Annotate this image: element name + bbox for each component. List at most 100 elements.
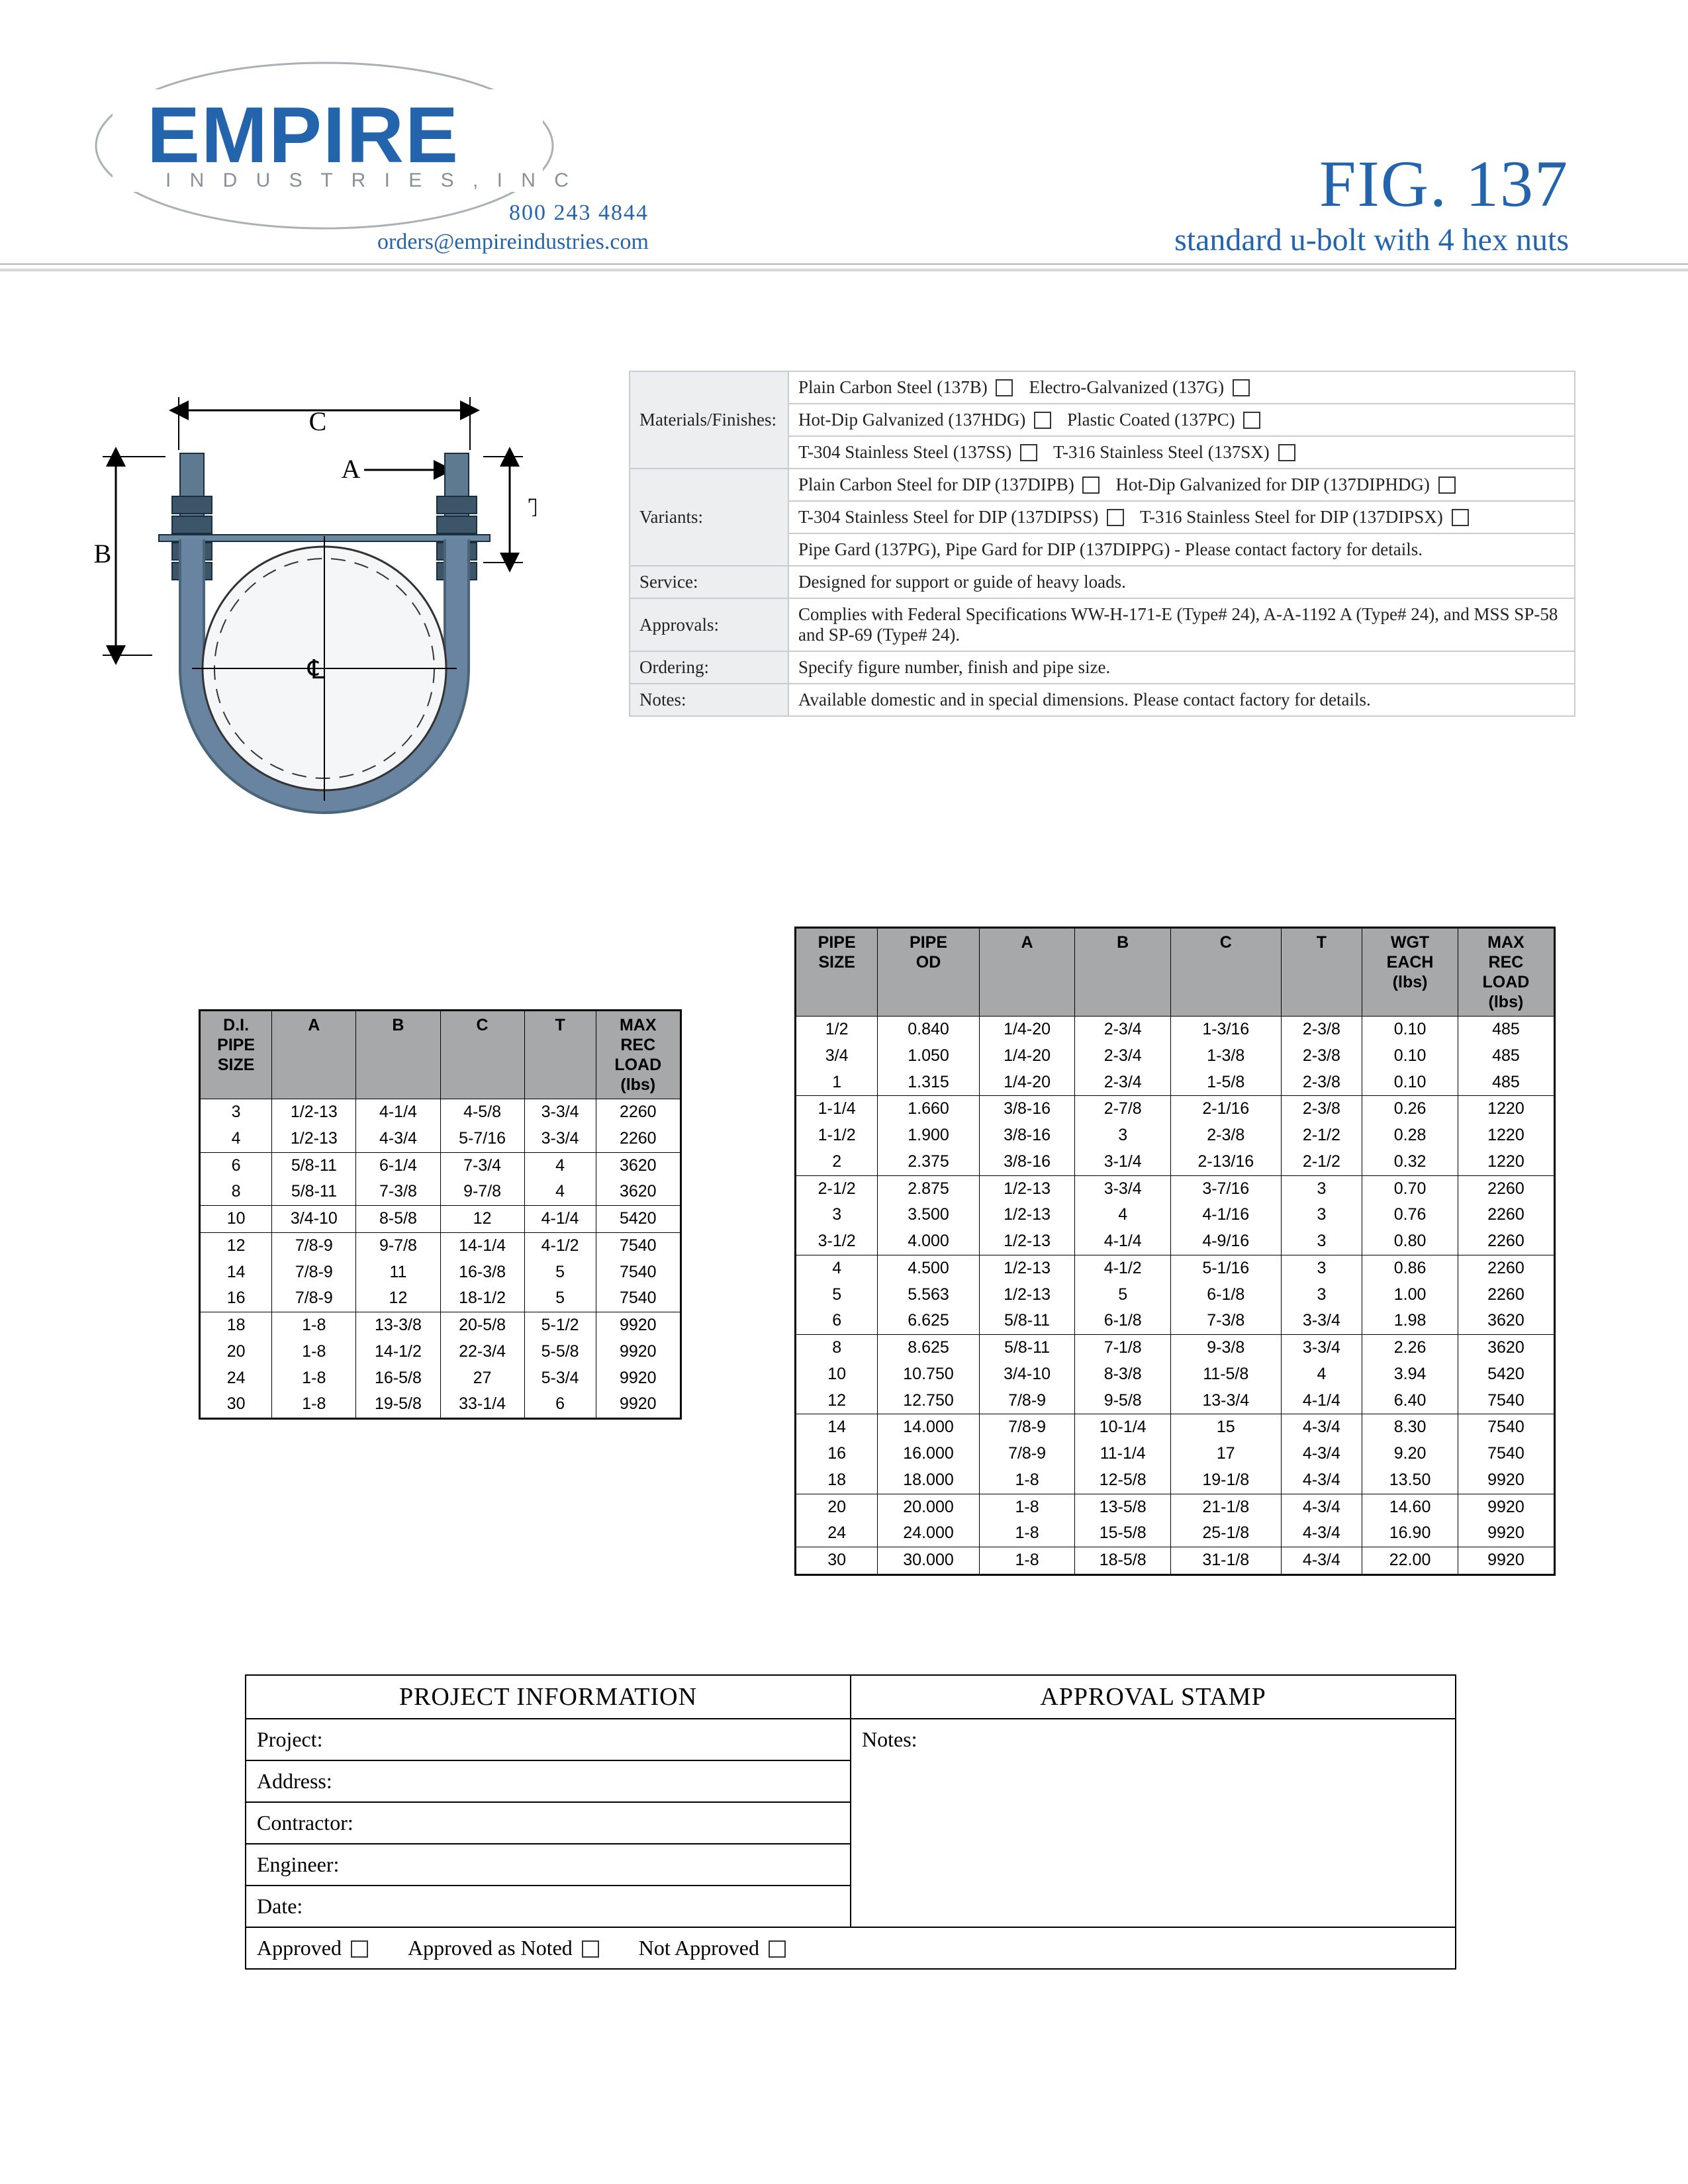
materials-label: Materials/Finishes: [630,371,788,469]
table-cell: 1.98 [1362,1308,1458,1334]
table-cell: 3-3/4 [524,1126,596,1152]
table-row: 11.3151/4-202-3/41-5/82-3/80.10485 [796,1069,1555,1096]
checkbox-icon[interactable] [1107,509,1124,526]
table-row: 1010.7503/4-108-3/811-5/843.945420 [796,1361,1555,1388]
header-rule-thick [0,269,1688,271]
table-header: T [1281,928,1362,1017]
table-cell: 5420 [1458,1361,1554,1388]
table-cell: 7540 [596,1232,680,1259]
table-cell: 4-3/4 [1281,1441,1362,1467]
table-cell: 1.00 [1362,1282,1458,1308]
checkbox-icon[interactable] [582,1940,599,1958]
table-cell: 1-3/16 [1171,1017,1282,1043]
table-cell: 9.20 [1362,1441,1458,1467]
approval-option[interactable]: Not Approved [639,1936,786,1960]
finish-option[interactable]: Hot-Dip Galvanized for DIP (137DIPHDG) [1115,475,1455,495]
table-cell: 20 [796,1494,878,1520]
table-cell: 7/8-9 [979,1441,1075,1467]
finish-option[interactable]: Plain Carbon Steel (137B) [798,377,1013,398]
table-cell: 7540 [1458,1441,1554,1467]
checkbox-icon[interactable] [1452,509,1469,526]
svg-text:A: A [342,454,361,484]
checkbox-icon[interactable] [1082,477,1100,494]
table-cell: 5/8-11 [979,1335,1075,1361]
approval-notes-cell[interactable]: Notes: [851,1719,1456,1927]
table-cell: 1-8 [979,1494,1075,1520]
table-row: 3030.0001-818-5/831-1/84-3/422.009920 [796,1547,1555,1575]
table-cell: 2-3/8 [1171,1122,1282,1149]
contractor-field[interactable]: Contractor: [246,1802,851,1844]
table-cell: 3 [1281,1255,1362,1281]
finish-option[interactable]: Hot-Dip Galvanized (137HDG) [798,410,1051,430]
table-cell: 5-5/8 [524,1339,596,1365]
ordering-text: Specify figure number, finish and pipe s… [788,651,1575,684]
checkbox-icon[interactable] [351,1940,368,1958]
table-cell: 1220 [1458,1122,1554,1149]
page: EMPIRE I N D U S T R I E S , I N C 800 2… [0,0,1688,2184]
date-field[interactable]: Date: [246,1886,851,1927]
service-label: Service: [630,566,788,598]
checkbox-icon[interactable] [1438,477,1456,494]
table-cell: 1/4-20 [979,1069,1075,1096]
finish-option[interactable]: T-316 Stainless Steel for DIP (137DIPSX) [1140,507,1468,527]
table-cell: 9-5/8 [1075,1388,1171,1414]
table-cell: 1/2-13 [272,1126,356,1152]
table-row: 31/2-134-1/44-5/83-3/42260 [200,1099,681,1126]
checkbox-icon[interactable] [996,379,1013,396]
checkbox-icon[interactable] [1243,412,1260,429]
checkbox-icon[interactable] [1233,379,1250,396]
table-cell: 31-1/8 [1171,1547,1282,1575]
engineer-field[interactable]: Engineer: [246,1844,851,1886]
table-cell: 3 [1075,1122,1171,1149]
table-cell: 14.000 [878,1414,979,1441]
table-cell: 6-1/8 [1171,1282,1282,1308]
table-cell: 7/8-9 [979,1388,1075,1414]
project-field[interactable]: Project: [246,1719,851,1760]
table-cell: 21-1/8 [1171,1494,1282,1520]
checkbox-icon[interactable] [1034,412,1051,429]
table-cell: 3/8-16 [979,1096,1075,1122]
checkbox-icon[interactable] [769,1940,786,1958]
finish-option[interactable]: T-316 Stainless Steel (137SX) [1053,442,1295,463]
table-cell: 2260 [596,1099,680,1126]
notes-text: Available domestic and in special dimens… [788,684,1575,716]
table-cell: 6 [796,1308,878,1334]
table-cell: 7540 [1458,1414,1554,1441]
table-cell: 5-7/16 [440,1126,524,1152]
finish-option[interactable]: T-304 Stainless Steel (137SS) [798,442,1037,463]
table-cell: 10 [200,1206,272,1233]
table-cell: 12-5/8 [1075,1467,1171,1494]
table-cell: 4.000 [878,1228,979,1255]
finish-option[interactable]: T-304 Stainless Steel for DIP (137DIPSS) [798,507,1124,527]
table-cell: 8.30 [1362,1414,1458,1441]
table-cell: 30.000 [878,1547,979,1575]
table-cell: 3 [1281,1228,1362,1255]
finish-option[interactable]: Electro-Galvanized (137G) [1029,377,1249,398]
table-header: PIPESIZE [796,928,878,1017]
table-cell: 5 [1075,1282,1171,1308]
table-cell: 5-1/16 [1171,1255,1282,1281]
table-row: 3/41.0501/4-202-3/41-3/82-3/80.10485 [796,1043,1555,1069]
address-field[interactable]: Address: [246,1760,851,1802]
table-cell: 10-1/4 [1075,1414,1171,1441]
finish-option[interactable]: Plastic Coated (137PC) [1067,410,1260,430]
table-cell: 2-3/4 [1075,1017,1171,1043]
checkbox-icon[interactable] [1278,444,1295,461]
table-cell: 9920 [1458,1520,1554,1547]
table-cell: 19-1/8 [1171,1467,1282,1494]
table-header: B [356,1011,440,1099]
table-cell: 7-3/8 [1171,1308,1282,1334]
approval-option[interactable]: Approved as Noted [408,1936,599,1960]
table-cell: 4-1/4 [524,1206,596,1233]
table-cell: 6 [524,1391,596,1418]
approval-option[interactable]: Approved [257,1936,368,1960]
table-row: 301-819-5/833-1/469920 [200,1391,681,1418]
table-cell: 13-5/8 [1075,1494,1171,1520]
checkbox-icon[interactable] [1020,444,1037,461]
finish-option[interactable]: Plain Carbon Steel for DIP (137DIPB) [798,475,1100,495]
table-cell: 3-3/4 [1075,1175,1171,1202]
table-cell: 27 [440,1365,524,1392]
header: EMPIRE I N D U S T R I E S , I N C 800 2… [119,53,1569,265]
table-row: 167/8-91218-1/257540 [200,1285,681,1312]
table-cell: 4-1/2 [1075,1255,1171,1281]
